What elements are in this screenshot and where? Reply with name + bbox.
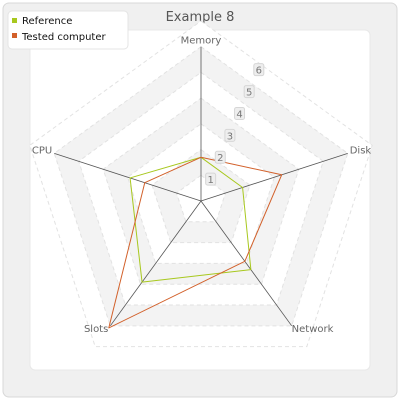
radar-spokes [54,46,348,327]
tick-label: 3 [227,131,233,142]
axis-label-network: Network [292,324,334,335]
tick-label: 6 [256,66,262,77]
tick-label-bg [234,106,246,120]
legend-label-reference: Reference [22,16,72,27]
tick-label: 1 [207,175,213,186]
series-line-0 [129,156,252,283]
radar-spoke [200,152,348,202]
legend-label-tested: Tested computer [21,32,106,43]
axis-label-slots: Slots [84,324,108,335]
tick-label: 4 [236,109,242,120]
radar-grid-ring [127,123,275,264]
tick-label-bg [224,128,236,142]
radar-grid-ring [102,97,300,285]
axis-label-cpu: CPU [32,145,52,156]
radar-axis-labels: Memory Disk Network Slots CPU [32,36,372,335]
radar-series [108,156,283,329]
radar-grid [29,20,373,348]
tick-label-bg [205,172,217,186]
tick-label: 5 [246,88,252,99]
tick-label-bg [214,150,226,164]
legend-swatch-reference [12,18,17,23]
legend-box [7,10,129,50]
legend-swatch-tested [12,33,17,38]
series-line-1 [108,156,283,329]
tick-label-bg [243,85,255,99]
radar-grid-ring [29,20,373,348]
radar-spoke [200,200,293,327]
radar-spoke [109,200,202,327]
legend: Reference Tested computer [7,10,129,50]
chart-title: Example 8 [166,10,235,25]
radar-spoke [54,152,202,202]
axis-label-memory: Memory [181,36,222,47]
radar-grid-ring [151,148,251,244]
axis-label-disk: Disk [350,145,372,156]
tick-label: 2 [217,153,223,164]
tick-label-bg [253,63,265,77]
